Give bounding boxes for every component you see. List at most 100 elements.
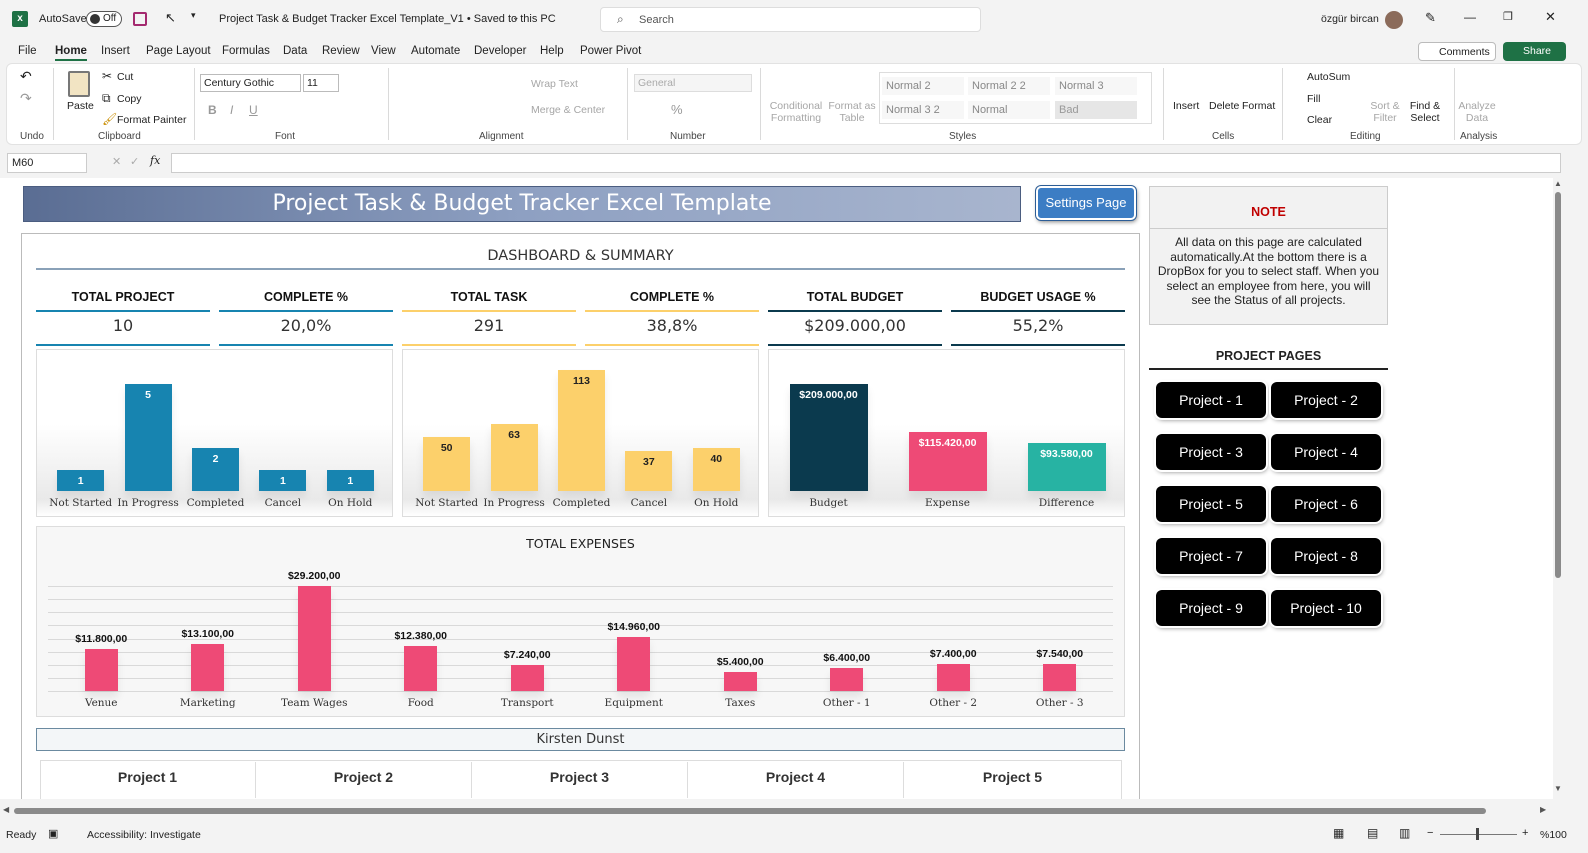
accessibility-status[interactable]: Accessibility: Investigate (87, 829, 201, 841)
bar-in-progress[interactable] (490, 423, 538, 491)
bar-venue[interactable] (84, 648, 118, 691)
tab-automate[interactable]: Automate (411, 45, 461, 57)
tab-file[interactable]: File (18, 45, 37, 57)
customize-qat-icon[interactable]: ▾ (191, 10, 196, 20)
clear-button[interactable]: Clear (1307, 114, 1333, 126)
bar-other-2[interactable] (936, 664, 970, 691)
number-format-select[interactable]: General (634, 74, 752, 92)
vertical-scroll-thumb[interactable] (1555, 192, 1561, 578)
minimize-icon[interactable]: — (1464, 10, 1476, 24)
bar-in-progress[interactable] (124, 384, 172, 491)
project-7-button[interactable]: Project - 7 (1156, 538, 1266, 574)
share-button[interactable]: Share (1503, 42, 1566, 61)
font-name-select[interactable]: Century Gothic (200, 74, 301, 92)
formula-input[interactable] (171, 153, 1561, 173)
scroll-down-icon[interactable]: ▼ (1554, 784, 1562, 793)
tab-insert[interactable]: Insert (101, 45, 130, 57)
horizontal-scrollbar[interactable]: ◀ ▶ (0, 802, 1553, 820)
underline-icon[interactable]: U (249, 103, 258, 117)
scroll-right-icon[interactable]: ▶ (1540, 805, 1547, 814)
font-size-select[interactable]: 11 (303, 74, 339, 92)
style-normal[interactable]: Normal (968, 101, 1050, 119)
format-as-table-button[interactable]: Format as Table (828, 100, 876, 124)
tab-developer[interactable]: Developer (474, 45, 527, 57)
format-cells-button[interactable]: Format (1242, 100, 1276, 112)
tab-data[interactable]: Data (283, 45, 308, 57)
budget-chart[interactable]: $209.000,00 Budget $115.420,00 Expense $93.5… (768, 349, 1125, 517)
page-layout-view-icon[interactable]: ▤ (1367, 826, 1379, 840)
style-normal-2-2[interactable]: Normal 2 2 (968, 77, 1050, 95)
autosum-button[interactable]: AutoSum (1307, 71, 1351, 83)
page-break-view-icon[interactable]: ▥ (1399, 826, 1411, 840)
bar-cancel[interactable] (259, 469, 307, 491)
redo-icon[interactable]: ↷ (20, 90, 32, 106)
autosave-toggle[interactable]: Off (86, 11, 122, 27)
search-box[interactable]: ⌕ Search (600, 7, 981, 32)
format-painter-button[interactable]: Format Painter (117, 114, 187, 126)
italic-icon[interactable]: I (230, 103, 234, 117)
zoom-in-icon[interactable]: + (1522, 827, 1529, 839)
project-1-button[interactable]: Project - 1 (1156, 382, 1266, 418)
bar-completed[interactable] (558, 370, 605, 491)
avatar[interactable] (1385, 11, 1403, 29)
total-expenses-chart[interactable]: TOTAL EXPENSES $11.800,00 Venue $13.100,00… (36, 526, 1125, 717)
tab-review[interactable]: Review (322, 45, 360, 57)
bar-not-started[interactable] (423, 437, 471, 491)
cut-button[interactable]: Cut (117, 71, 134, 83)
tab-view[interactable]: View (371, 45, 396, 57)
percent-icon[interactable]: % (671, 102, 683, 117)
zoom-slider-thumb[interactable] (1476, 828, 1479, 840)
scroll-up-icon[interactable]: ▲ (1554, 179, 1562, 188)
bold-icon[interactable]: B (208, 103, 217, 117)
vertical-scrollbar[interactable]: ▲ ▼ (1553, 178, 1588, 799)
project-6-button[interactable]: Project - 6 (1271, 486, 1381, 522)
horizontal-scroll-thumb[interactable] (14, 808, 1486, 814)
tab-power-pivot[interactable]: Power Pivot (580, 45, 642, 57)
bar-cancel[interactable] (625, 451, 673, 491)
cell-styles-gallery[interactable]: Normal 2 Normal 2 2 Normal 3 Normal 3 2 … (879, 72, 1152, 124)
bar-difference[interactable] (1027, 443, 1106, 491)
zoom-out-icon[interactable]: − (1427, 827, 1434, 839)
conditional-formatting-button[interactable]: Conditional Formatting (769, 100, 823, 124)
style-normal-3-2[interactable]: Normal 3 2 (882, 101, 964, 119)
copy-button[interactable]: Copy (117, 93, 142, 105)
tab-home[interactable]: Home (55, 45, 87, 61)
project-9-button[interactable]: Project - 9 (1156, 590, 1266, 626)
analyze-data-button[interactable]: Analyze Data (1458, 100, 1496, 124)
bar-other-3[interactable] (1043, 663, 1077, 691)
bar-expense[interactable] (908, 431, 987, 491)
tab-formulas[interactable]: Formulas (222, 45, 270, 57)
sort-filter-button[interactable]: Sort & Filter (1370, 100, 1400, 124)
tab-help[interactable]: Help (540, 45, 564, 57)
style-normal-2[interactable]: Normal 2 (882, 77, 964, 95)
document-title[interactable]: Project Task & Budget Tracker Excel Temp… (219, 13, 556, 25)
paste-button[interactable]: Paste (67, 100, 94, 112)
bar-budget[interactable] (789, 384, 868, 491)
comments-button[interactable]: Comments (1418, 42, 1496, 61)
tab-page-layout[interactable]: Page Layout (146, 45, 211, 57)
fill-button[interactable]: Fill (1307, 93, 1321, 105)
scroll-left-icon[interactable]: ◀ (3, 805, 10, 814)
bar-transport[interactable] (510, 664, 544, 691)
save-icon[interactable] (133, 12, 147, 26)
settings-page-button[interactable]: Settings Page (1036, 186, 1136, 220)
delete-cells-button[interactable]: Delete (1209, 100, 1240, 112)
wrap-text-button[interactable]: Wrap Text (531, 78, 578, 90)
bar-completed[interactable] (192, 448, 239, 491)
fx-icon[interactable]: fx (150, 154, 161, 167)
bar-marketing[interactable] (191, 643, 225, 691)
project-2-button[interactable]: Project - 2 (1271, 382, 1381, 418)
style-normal-3[interactable]: Normal 3 (1055, 77, 1137, 95)
name-box[interactable]: M60 (7, 153, 87, 173)
bar-equipment[interactable] (617, 637, 651, 691)
bar-food[interactable] (404, 646, 438, 691)
undo-icon[interactable]: ↶ (20, 68, 32, 84)
bar-taxes[interactable] (723, 671, 757, 691)
enter-icon[interactable]: ✓ (130, 156, 140, 168)
style-bad[interactable]: Bad (1055, 101, 1137, 119)
close-icon[interactable]: ✕ (1545, 9, 1556, 24)
project-10-button[interactable]: Project - 10 (1271, 590, 1381, 626)
cancel-icon[interactable]: ✕ (112, 156, 122, 168)
bar-other-1[interactable] (830, 667, 864, 691)
project-status-chart[interactable]: 1 Not Started 5 In Progress 2 Completed 1 Cance… (36, 349, 393, 517)
